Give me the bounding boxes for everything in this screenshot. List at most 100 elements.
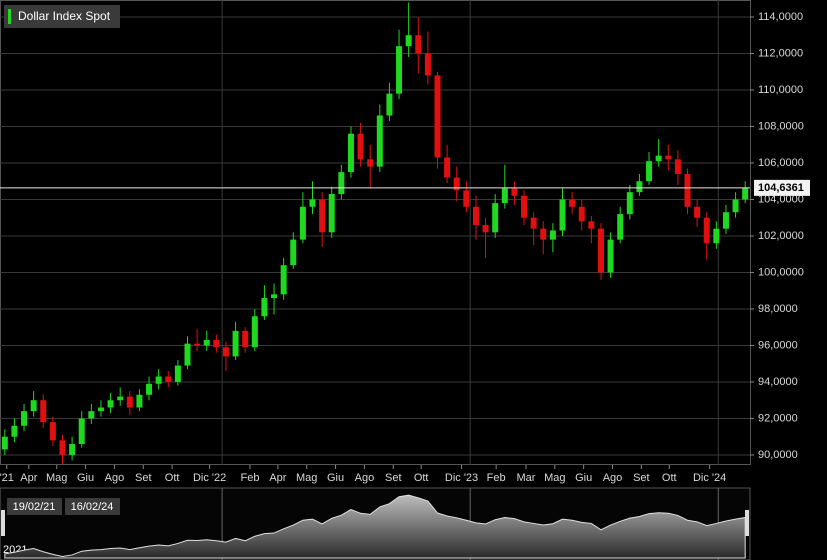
candle-body [309,199,316,207]
candle-body [617,214,624,240]
candle-body [703,217,710,244]
legend-box [4,5,120,28]
candle-body [588,221,595,229]
candle-body [713,228,720,244]
candle-body [415,35,422,54]
candle-body [59,440,66,455]
candle-body [636,181,643,193]
candle-body [492,203,499,233]
candle-body [376,115,383,167]
candle-body [146,383,153,395]
candle-body [251,316,258,348]
candle-body [559,199,566,231]
x-tick-label: Ago [105,472,125,484]
candle-body [482,225,489,233]
candle-body [386,93,393,116]
candle-body [626,192,633,215]
candle-body [338,172,345,194]
candle-body [30,400,37,412]
x-tick-label: '21 [0,472,14,484]
x-tick-label: Ago [355,472,375,484]
candle-body [674,159,681,174]
candle-body [742,187,749,200]
candle-body [21,411,28,426]
candle-body [367,159,374,167]
candle-body [299,206,306,240]
candle-body [49,422,56,441]
candle-body [732,199,739,213]
x-tick-label: Giu [575,472,592,484]
candle-body [694,206,701,218]
candle-body [155,376,162,384]
candle-body [40,400,47,423]
x-tick-label: Set [385,472,402,484]
candle-body [97,407,104,412]
candle-body [126,396,133,408]
last-price-label: 104,6361 [758,182,804,194]
candle-body [88,411,95,419]
y-tick-label: 96,0000 [758,339,798,351]
candle-body [511,188,518,196]
navigator-end[interactable]: 16/02/24 [71,501,114,513]
x-tick-label: Mar [516,472,535,484]
candle-body [232,330,239,357]
x-tick-label: Set [633,472,650,484]
candle-body [290,239,297,266]
x-tick-label: Ott [165,472,180,484]
candle-body [136,394,143,408]
candle-body [11,425,18,437]
candle-body [501,188,508,204]
x-tick-label: Apr [20,472,37,484]
x-tick-label: Dic '22 [193,472,226,484]
legend-swatch [8,9,11,24]
layer: 90,0000 92,0000 94,0000 96,0000 98,0000 100,0… [0,0,804,560]
navigator-start[interactable]: 19/02/21 [13,501,56,513]
candle-body [222,347,229,357]
candle-body [174,365,181,382]
y-tick-label: 108,0000 [758,120,804,132]
candle-body [203,339,210,346]
candle-body [165,376,172,382]
candle-body [117,396,124,401]
y-tick-label: 102,0000 [758,230,804,242]
candle-body [549,230,556,240]
x-tick-label: Mag [544,472,565,484]
candle-body [424,53,431,76]
x-tick-label: Set [135,472,152,484]
legend-label: Dollar Index Spot [18,9,111,23]
navigator-area [4,494,746,559]
candle-body [69,444,76,455]
candle-body [655,155,662,162]
date-box[interactable] [65,498,120,515]
x-tick-label: Giu [327,472,344,484]
candle-body [242,330,249,348]
date-box[interactable] [7,498,62,515]
candle-body [578,206,585,222]
y-tick-label: 112,0000 [758,47,803,59]
candle-body [357,133,364,160]
candle-body [280,265,287,295]
candle-body [463,190,470,207]
y-tick-label: 100,0000 [758,266,804,278]
x-tick-label: Mag [46,472,67,484]
candle-body [319,199,326,233]
y-tick-label: 90,0000 [758,449,798,461]
x-tick-label: Giu [77,472,94,484]
y-tick-label: 94,0000 [758,376,798,388]
candle-body [405,35,412,47]
navigator-handle[interactable] [745,510,749,536]
candle-body [184,343,191,366]
x-tick-label: Feb [241,472,260,484]
last-price-box [754,179,810,196]
plot-frame [0,0,751,465]
candle-body [396,46,403,94]
candle-body [722,212,729,229]
y-tick-label: 104,0000 [758,193,804,205]
x-tick-label: Dic '23 [445,472,478,484]
candle-body [434,75,441,158]
candle-body [213,339,220,348]
candle-body [530,217,537,229]
navigator-handle[interactable] [1,510,5,536]
